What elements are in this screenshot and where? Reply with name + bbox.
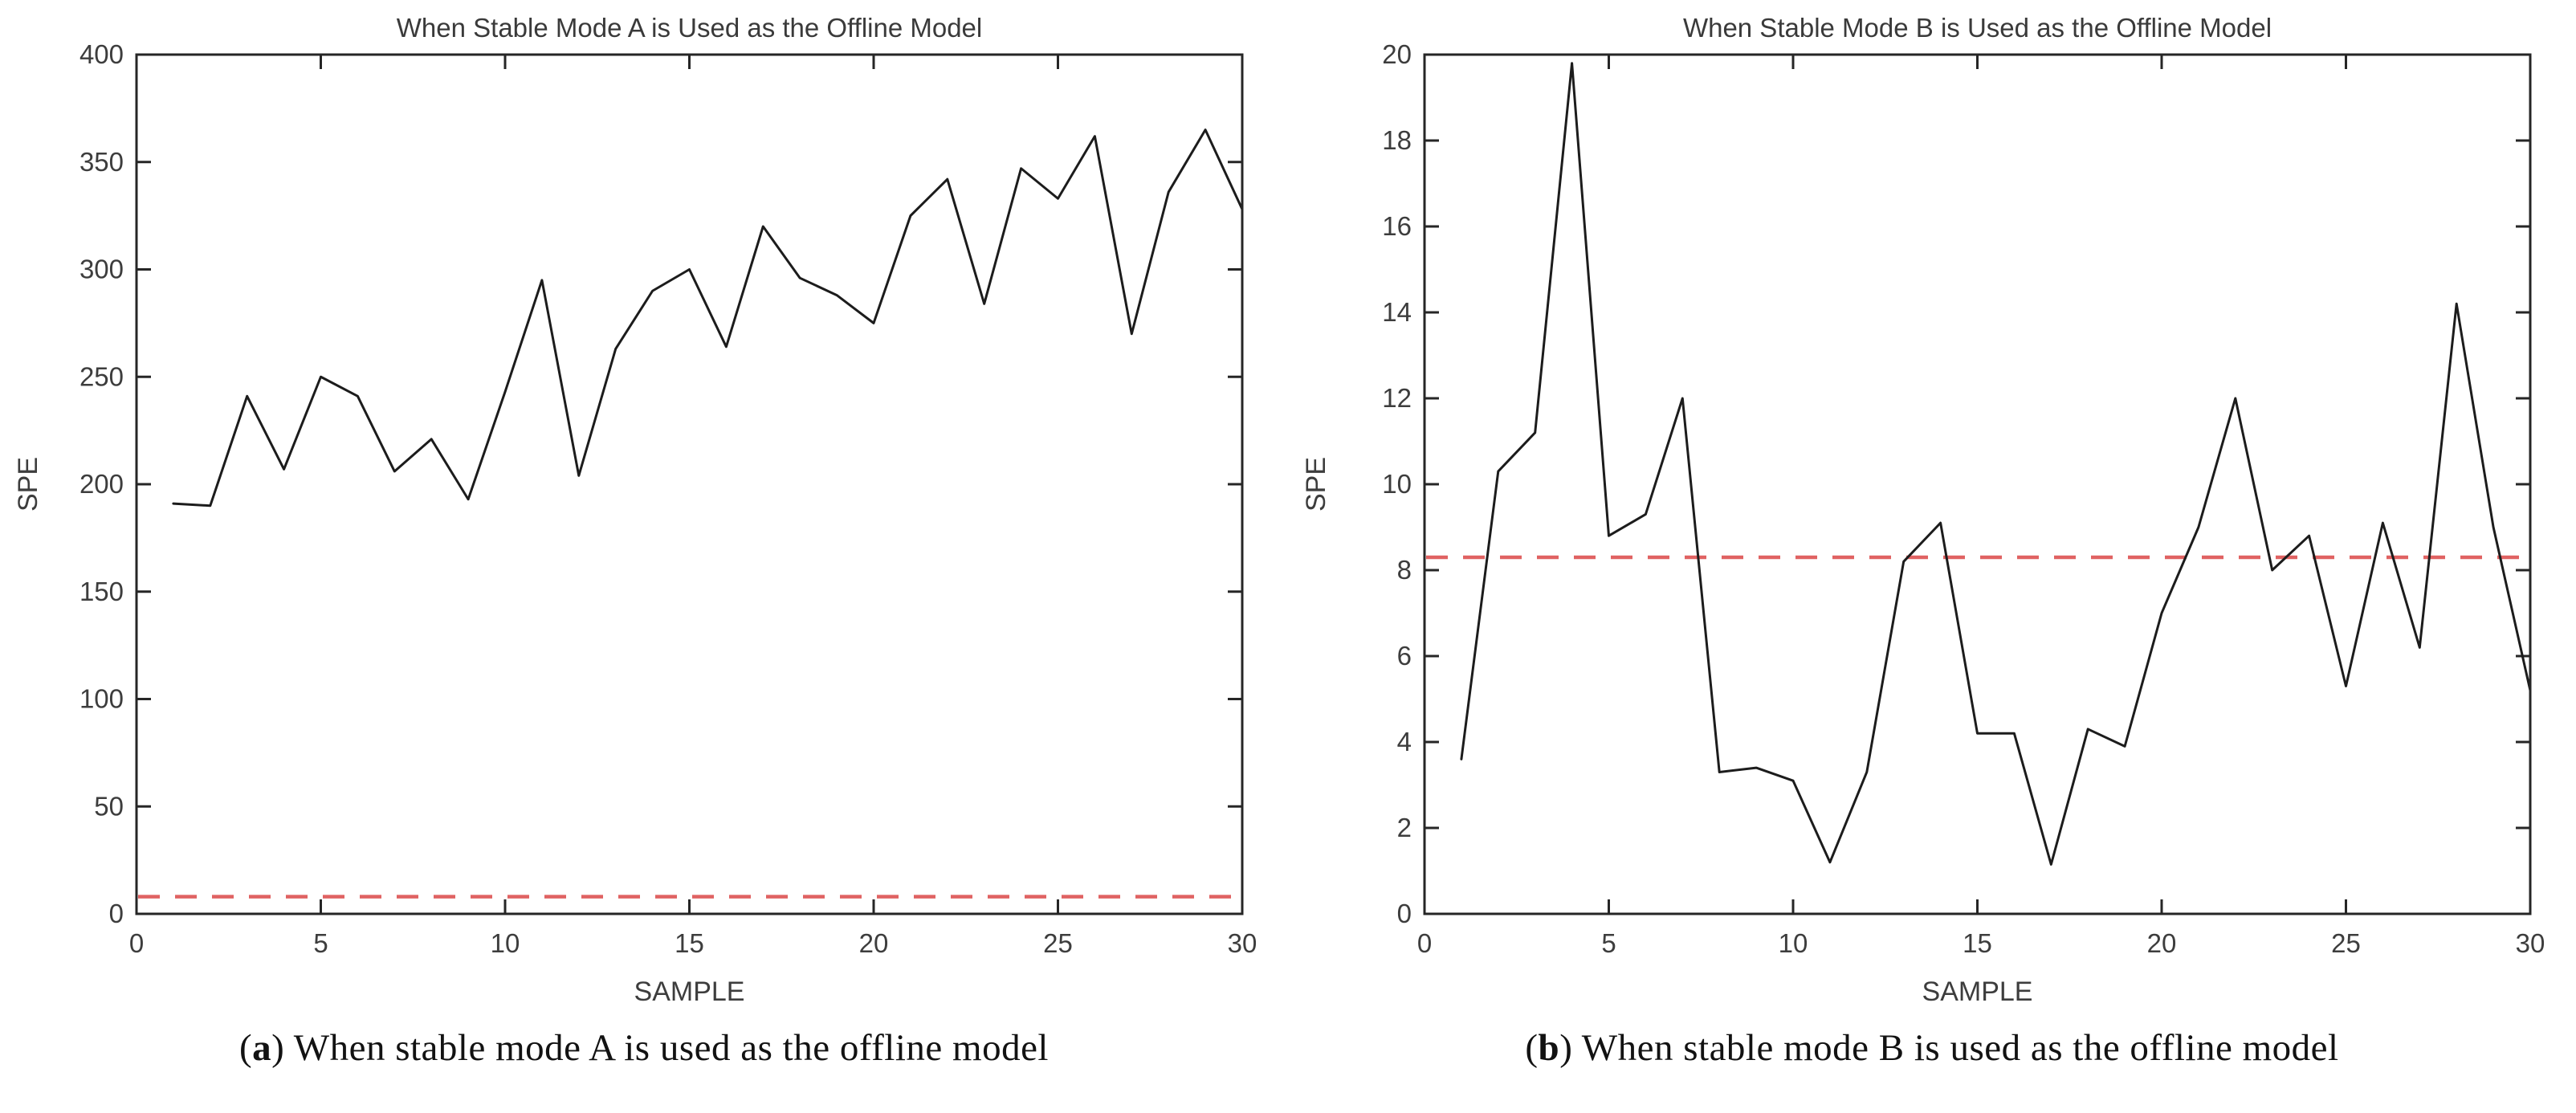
y-tick-label: 18 — [1382, 125, 1412, 155]
y-tick-label: 0 — [1397, 899, 1412, 928]
caption-b-text: When stable mode B is used as the offlin… — [1572, 1027, 2339, 1069]
x-tick-label: 30 — [1228, 928, 1257, 958]
x-tick-label: 25 — [2331, 928, 2361, 958]
y-tick-label: 20 — [1382, 39, 1412, 69]
y-tick-label: 16 — [1382, 211, 1412, 241]
plot-border — [135, 53, 1244, 915]
caption-b: (b) When stable mode B is used as the of… — [1288, 1026, 2576, 1070]
caption-a: (a) When stable mode A is used as the of… — [0, 1026, 1288, 1070]
x-tick-label: 10 — [491, 928, 520, 958]
y-tick-label: 200 — [79, 469, 124, 499]
y-tick-label: 400 — [79, 39, 124, 69]
y-tick-label: 2 — [1397, 813, 1412, 842]
plot-border — [1423, 53, 2532, 915]
plot-area — [1425, 55, 2530, 914]
x-tick-label: 20 — [2147, 928, 2177, 958]
caption-b-letter: b — [1538, 1027, 1560, 1069]
caption-b-close-paren: ) — [1559, 1027, 1573, 1069]
y-tick-label: 14 — [1382, 297, 1412, 327]
y-tick-label: 50 — [94, 791, 124, 821]
x-tick-label: 15 — [675, 928, 704, 958]
x-tick-label: 10 — [1779, 928, 1808, 958]
caption-a-letter: a — [252, 1027, 272, 1069]
caption-a-close-paren: ) — [271, 1027, 285, 1069]
caption-a-open-paren: ( — [239, 1027, 253, 1069]
y-tick-label: 300 — [79, 255, 124, 284]
chart-title: When Stable Mode B is Used as the Offlin… — [1683, 13, 2272, 43]
y-tick-label: 10 — [1382, 469, 1412, 499]
x-tick-label: 25 — [1043, 928, 1073, 958]
y-tick-label: 8 — [1397, 555, 1412, 585]
x-tick-label: 5 — [1601, 928, 1616, 958]
y-tick-label: 100 — [79, 684, 124, 714]
y-axis-label: SPE — [1301, 457, 1331, 512]
chart-panel-a: 0 5 10 15 20 25 30 0 50 100 150 200 250 300 350 400 When… — [0, 13, 1288, 1070]
chart-panel-b: 0 5 10 15 20 25 30 0 2 4 6 8 10 12 14 16 18 20 When Stable… — [1288, 0, 2576, 1113]
x-tick-label: 15 — [1963, 928, 1992, 958]
plot-area — [137, 55, 1242, 914]
caption-a-text: When stable mode A is used as the offlin… — [284, 1027, 1049, 1069]
chart-a: 0 5 10 15 20 25 30050100150200250300350400When… — [13, 13, 1257, 1007]
x-tick-label: 20 — [859, 928, 889, 958]
y-axis-label: SPE — [13, 457, 43, 512]
y-tick-label: 4 — [1397, 727, 1412, 756]
caption-b-open-paren: ( — [1525, 1027, 1539, 1069]
series-line — [172, 128, 1244, 508]
chart-title: When Stable Mode A is Used as the Offlin… — [397, 13, 982, 43]
chart-b: 0 5 10 15 20 25 30 0 2 4 6 8 10 12 14 16 18 20 When Stable… — [1301, 13, 2545, 1007]
y-tick-label: 150 — [79, 577, 124, 606]
x-axis-label: SAMPLE — [634, 976, 745, 1007]
series-line — [1460, 62, 2532, 866]
x-tick-label: 5 — [313, 928, 328, 958]
x-tick-label: 30 — [2516, 928, 2545, 958]
y-tick-label: 12 — [1382, 383, 1412, 413]
y-tick-label: 350 — [79, 147, 124, 177]
x-tick-label: 0 — [129, 928, 144, 958]
y-tick-label: 250 — [79, 361, 124, 391]
y-tick-label: 0 — [109, 899, 124, 928]
y-tick-label: 6 — [1397, 641, 1412, 671]
x-axis-label: SAMPLE — [1922, 976, 2033, 1007]
x-tick-label: 0 — [1417, 928, 1432, 958]
